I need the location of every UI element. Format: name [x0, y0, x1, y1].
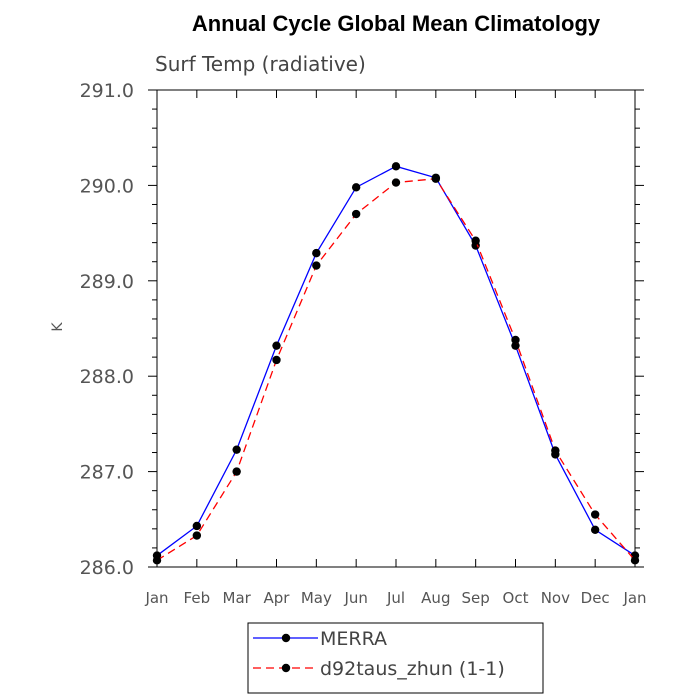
y-tick-label: 289.0	[80, 271, 134, 293]
data-point	[391, 162, 401, 171]
data-point	[272, 341, 281, 350]
legend-label: MERRA	[320, 628, 387, 650]
data-point	[312, 261, 321, 270]
data-point	[152, 556, 162, 565]
x-tick-label: May	[301, 589, 332, 607]
data-point	[391, 178, 401, 187]
y-tick-label: 287.0	[80, 462, 134, 484]
data-point	[351, 209, 361, 219]
series-line	[156, 178, 636, 561]
legend-marker	[281, 633, 291, 643]
data-point	[511, 335, 520, 345]
y-axis-label: K	[50, 322, 66, 332]
plot-frame	[156, 89, 636, 568]
data-point	[192, 521, 202, 531]
data-point	[590, 510, 600, 519]
y-tick-label: 291.0	[80, 80, 134, 102]
x-tick-label: Aug	[421, 589, 450, 607]
chart-title: Annual Cycle Global Mean Climatology	[192, 11, 601, 36]
x-tick-label: Nov	[541, 589, 570, 607]
legend-label: d92taus_zhun (1-1)	[320, 658, 505, 680]
x-tick-label: Jan	[144, 589, 168, 607]
data-point	[312, 248, 321, 258]
y-tick-label: 290.0	[80, 175, 134, 197]
x-tick-label: Feb	[184, 589, 211, 607]
data-point	[471, 236, 480, 245]
data-point	[630, 556, 640, 565]
data-point	[192, 531, 202, 540]
data-point	[232, 445, 241, 454]
x-tick-label: Dec	[581, 589, 610, 607]
y-tick-label: 288.0	[80, 366, 134, 388]
x-tick-label: Sep	[462, 589, 490, 607]
x-tick-label: Mar	[223, 589, 252, 607]
legend-box	[247, 622, 544, 694]
data-point	[431, 174, 441, 183]
x-tick-label: Jul	[386, 589, 405, 607]
x-tick-label: Jun	[343, 589, 367, 607]
data-point	[272, 355, 281, 365]
x-tick-label: Jan	[622, 589, 646, 607]
data-point	[590, 525, 600, 534]
data-point	[232, 467, 241, 476]
legend-marker	[281, 663, 291, 673]
data-point	[351, 183, 361, 192]
x-tick-label: Oct	[503, 589, 529, 607]
x-tick-label: Apr	[264, 589, 291, 607]
data-point	[551, 446, 560, 455]
y-tick-label: 286.0	[80, 557, 134, 579]
series-line	[156, 165, 636, 557]
chart-subtitle: Surf Temp (radiative)	[155, 52, 366, 76]
